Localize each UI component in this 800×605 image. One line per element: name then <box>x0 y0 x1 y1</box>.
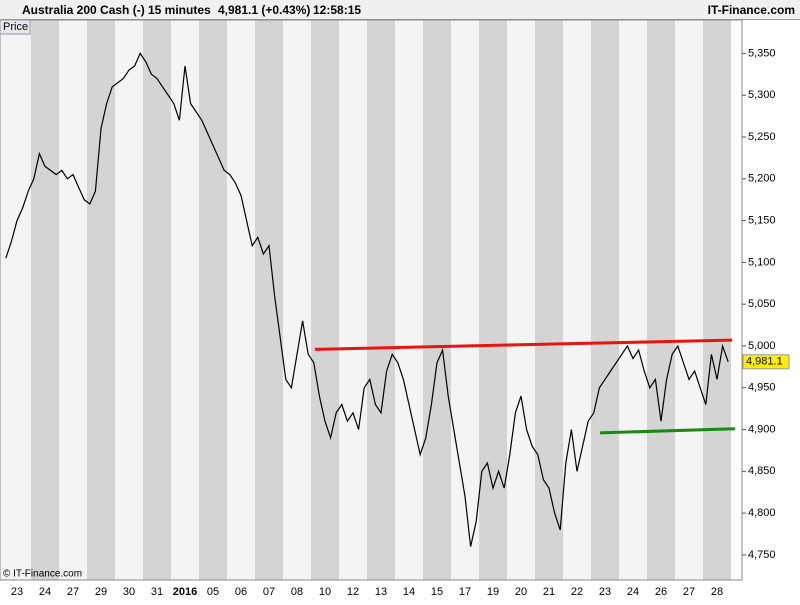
day-band <box>31 20 59 580</box>
day-band <box>535 20 563 580</box>
x-tick-label: 28 <box>711 586 723 598</box>
x-tick-label: 13 <box>375 586 387 598</box>
x-tick-label: 14 <box>403 586 415 598</box>
y-tick-label: 5,250 <box>748 131 776 143</box>
brand: IT-Finance.com <box>708 3 795 17</box>
day-band <box>367 20 395 580</box>
x-tick-label: 26 <box>655 586 667 598</box>
plot-frame <box>0 19 743 581</box>
day-band <box>311 20 339 580</box>
x-tick-label: 22 <box>571 586 583 598</box>
x-tick-label: 30 <box>123 586 135 598</box>
x-tick-label: 20 <box>515 586 527 598</box>
y-tick-label: 4,800 <box>748 507 776 519</box>
x-tick-label: 24 <box>39 586 51 598</box>
x-tick-label: 2016 <box>173 586 197 598</box>
y-tick-label: 4,850 <box>748 465 776 477</box>
title: Australia 200 Cash (-) <box>22 3 145 17</box>
day-band <box>59 20 87 580</box>
day-band <box>619 20 647 580</box>
y-tick-label: 4,900 <box>748 423 776 435</box>
day-band <box>479 20 507 580</box>
x-tick-label: 24 <box>627 586 639 598</box>
x-tick-label: 19 <box>487 586 499 598</box>
day-band <box>395 20 423 580</box>
day-band <box>0 20 31 580</box>
x-tick-label: 23 <box>599 586 611 598</box>
y-tick-label: 5,200 <box>748 173 776 185</box>
x-tick-label: 12 <box>347 586 359 598</box>
time: 12:58:15 <box>313 3 361 17</box>
trendline <box>314 338 733 351</box>
x-tick-label: 27 <box>67 586 79 598</box>
panel-label-box <box>0 19 31 35</box>
day-band <box>647 20 675 580</box>
trendline <box>599 427 736 435</box>
header-bar <box>0 0 800 20</box>
x-tick-label: 21 <box>543 586 555 598</box>
x-tick-label: 05 <box>207 586 219 598</box>
day-band <box>591 20 619 580</box>
day-band <box>563 20 591 580</box>
y-tick-label: 5,100 <box>748 256 776 268</box>
x-tick-label: 17 <box>459 586 471 598</box>
x-tick-label: 29 <box>95 586 107 598</box>
day-band <box>87 20 115 580</box>
day-band <box>451 20 479 580</box>
y-tick-label: 5,000 <box>748 340 776 352</box>
x-tick-label: 31 <box>151 586 163 598</box>
x-tick-label: 07 <box>263 586 275 598</box>
day-band <box>115 20 143 580</box>
last-price-label: 4,981.1 <box>746 356 783 368</box>
y-tick-label: 5,350 <box>748 47 776 59</box>
y-tick-label: 4,950 <box>748 382 776 394</box>
timeframe: 15 minutes <box>148 3 211 17</box>
day-band <box>423 20 451 580</box>
day-band <box>255 20 283 580</box>
x-tick-label: 08 <box>291 586 303 598</box>
y-tick-label: 5,300 <box>748 89 776 101</box>
copyright: © IT-Finance.com <box>3 569 82 580</box>
panel-label: Price <box>3 21 28 33</box>
x-tick-label: 10 <box>319 586 331 598</box>
y-tick-label: 4,750 <box>748 549 776 561</box>
x-tick-label: 23 <box>11 586 23 598</box>
x-tick-label: 06 <box>235 586 247 598</box>
day-band <box>171 20 199 580</box>
quote: 4,981.1 (+0.43%) <box>218 3 310 17</box>
day-band <box>143 20 171 580</box>
day-band <box>703 20 731 580</box>
day-band <box>675 20 703 580</box>
day-band <box>283 20 311 580</box>
last-price-box <box>742 354 790 370</box>
price-line <box>5 52 729 547</box>
day-band <box>507 20 535 580</box>
x-tick-label: 27 <box>683 586 695 598</box>
x-tick-label: 15 <box>431 586 443 598</box>
day-band <box>339 20 367 580</box>
day-band <box>227 20 255 580</box>
day-band <box>199 20 227 580</box>
y-tick-label: 5,050 <box>748 298 776 310</box>
y-tick-label: 5,150 <box>748 215 776 227</box>
